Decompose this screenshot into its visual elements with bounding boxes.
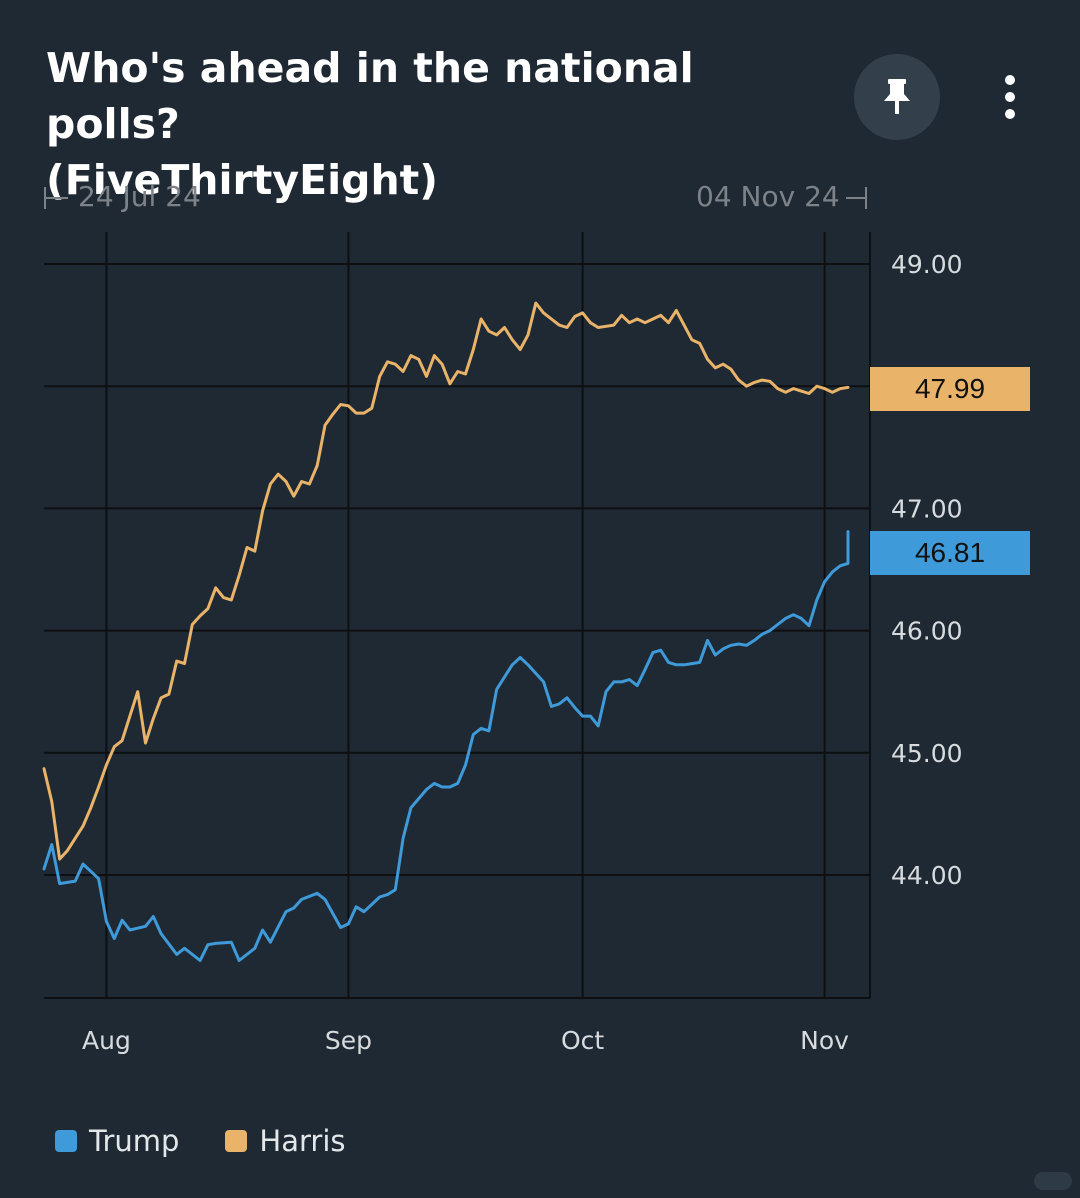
x-tick-label: Oct bbox=[561, 1026, 604, 1055]
legend-label-trump: Trump bbox=[89, 1124, 180, 1158]
series-line-harris bbox=[42, 301, 850, 861]
y-tick-label: 45.00 bbox=[891, 739, 963, 768]
legend-item-harris[interactable]: Harris bbox=[225, 1124, 346, 1158]
pin-button[interactable] bbox=[854, 54, 940, 140]
range-end-tick bbox=[865, 187, 867, 209]
pin-icon bbox=[884, 79, 910, 114]
trump-last-value-label: 46.81 bbox=[914, 536, 986, 568]
legend: Trump Harris bbox=[55, 1124, 346, 1158]
legend-swatch-harris bbox=[225, 1130, 248, 1152]
x-tick-label: Aug bbox=[82, 1026, 131, 1055]
y-tick-label: 49.00 bbox=[891, 250, 963, 279]
y-tick-label: 47.00 bbox=[891, 494, 963, 523]
chart-title-line2: (FiveThirtyEight) bbox=[46, 156, 439, 204]
chart-title: Who's ahead in the national polls? (Five… bbox=[46, 40, 836, 208]
legend-label-harris: Harris bbox=[259, 1124, 346, 1158]
more-options-button[interactable] bbox=[990, 70, 1030, 124]
y-tick-label: 44.00 bbox=[891, 861, 963, 890]
legend-swatch-trump bbox=[55, 1130, 77, 1152]
watermark-badge bbox=[1034, 1172, 1072, 1190]
range-start-bar bbox=[44, 197, 68, 199]
more-vertical-icon bbox=[1005, 75, 1015, 85]
harris-last-value-badge: 47.99 bbox=[870, 367, 1030, 412]
x-tick-label: Nov bbox=[800, 1026, 849, 1055]
x-tick-label: Sep bbox=[325, 1026, 372, 1055]
chart-title-line1: Who's ahead in the national polls? bbox=[46, 44, 694, 148]
series-line-trump bbox=[42, 530, 850, 962]
range-end-bar bbox=[846, 197, 866, 199]
harris-last-value-label: 47.99 bbox=[914, 373, 986, 405]
range-end-label: 04 Nov 24 bbox=[696, 180, 840, 213]
range-start-label: 24 Jul 24 bbox=[78, 180, 201, 213]
y-tick-label: 46.00 bbox=[891, 617, 963, 646]
legend-item-trump[interactable]: Trump bbox=[55, 1124, 179, 1158]
trump-last-value-badge: 46.81 bbox=[870, 530, 1030, 575]
